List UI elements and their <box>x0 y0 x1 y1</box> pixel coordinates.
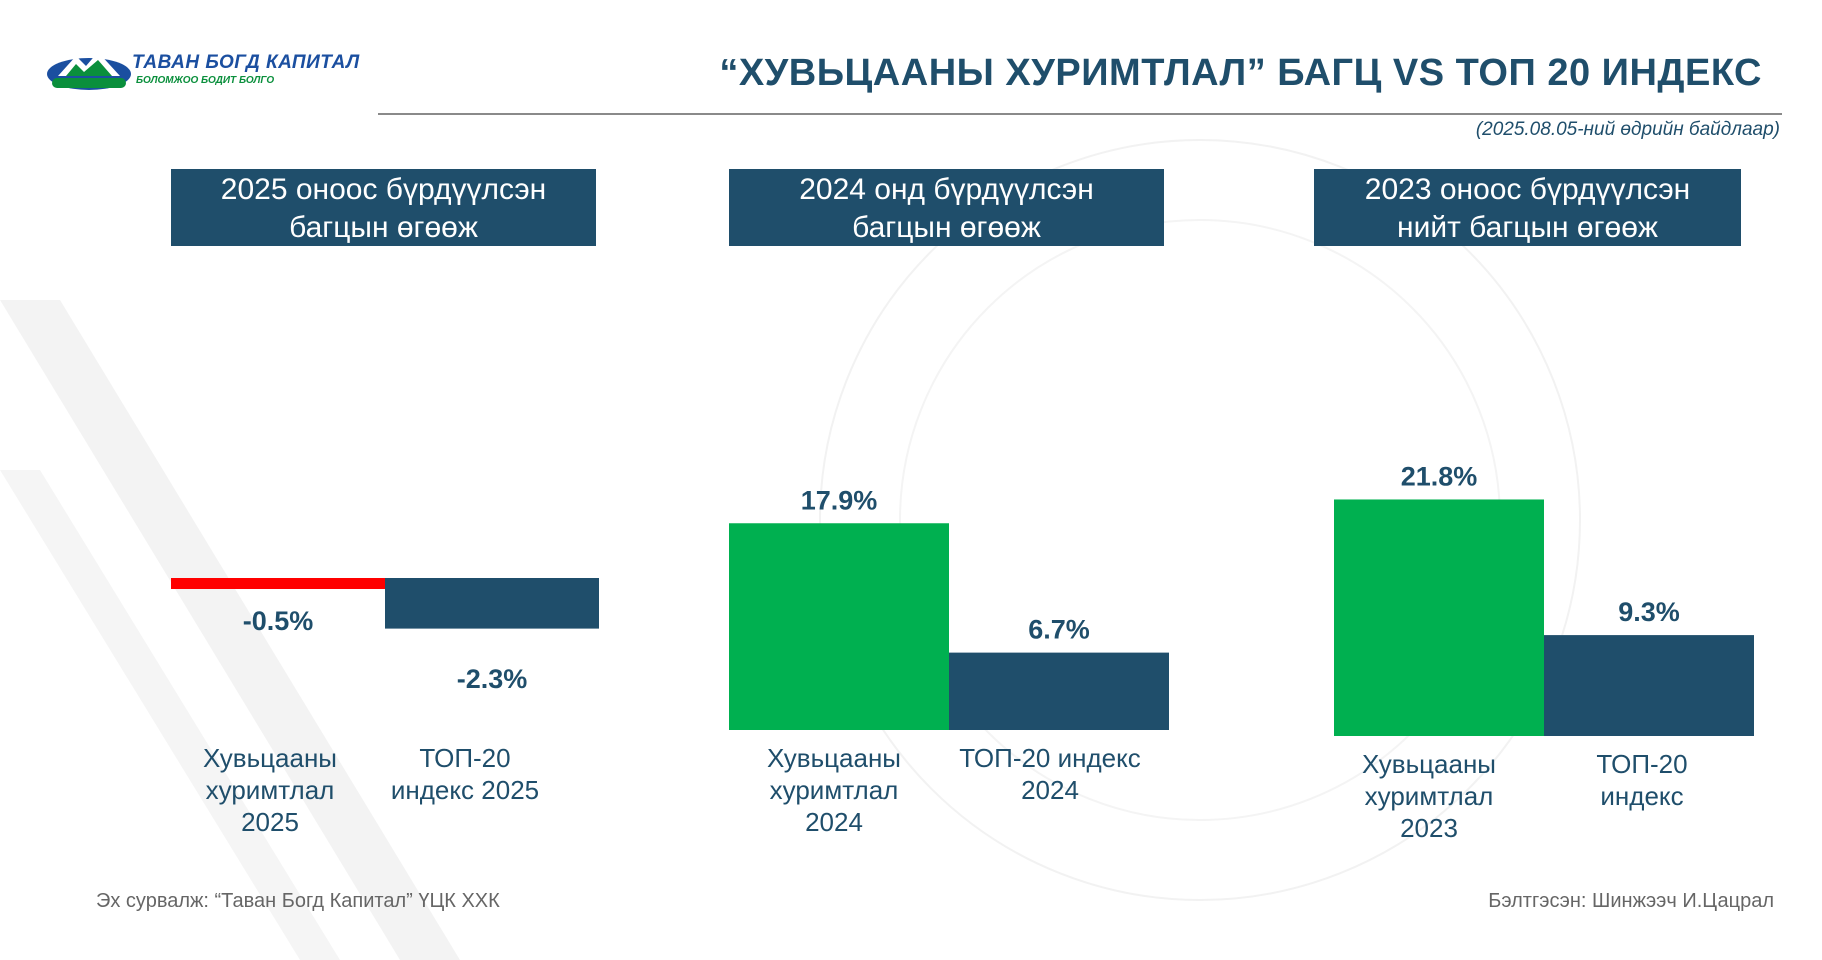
category-line: ТОП-20 <box>1596 749 1688 779</box>
logo-name: ТАВАН БОГД КАПИТАЛ <box>132 52 360 73</box>
category-label: Хувьцааны хуримтлал 2023 <box>1329 748 1529 844</box>
panel-title-line: багцын өгөөж <box>289 211 478 244</box>
category-line: индекс 2025 <box>390 775 540 805</box>
category-line: 2025 <box>241 807 299 837</box>
category-label: Хувьцааны хуримтлал 2024 <box>734 742 934 838</box>
category-label: ТОП-20 индекс <box>1542 748 1742 812</box>
category-line: ТОП-20 <box>419 743 511 773</box>
panel-title-line: 2024 онд бүрдүүлсэн <box>799 173 1094 206</box>
panel-title-line: багцын өгөөж <box>852 211 1041 244</box>
bar-2-1 <box>729 523 949 730</box>
mountain-logo-icon <box>47 52 131 90</box>
panel-title-line: 2023 оноос бүрдүүлсэн <box>1364 173 1691 206</box>
data-label-1-2: -2.3% <box>457 664 528 694</box>
data-label-3-2: 9.3% <box>1618 597 1680 627</box>
category-line: 2023 <box>1400 813 1458 843</box>
panel-title-2024: 2024 онд бүрдүүлсэн багцын өгөөж <box>729 169 1164 246</box>
bar-3-2 <box>1544 635 1754 736</box>
date-note: (2025.08.05-ний өдрийн байдлаар) <box>1475 119 1780 140</box>
category-label: Хувьцааны хуримтлал 2025 <box>170 742 370 838</box>
category-label: ТОП-20 индекс 2024 <box>930 742 1170 806</box>
category-line: Хувьцааны <box>767 743 901 773</box>
bar-1-2 <box>385 578 599 629</box>
panel-title-2023: 2023 оноос бүрдүүлсэн нийт багцын өгөөж <box>1314 169 1741 246</box>
category-line: 2024 <box>805 807 863 837</box>
title-divider <box>378 113 1782 115</box>
category-line: индекс <box>1600 781 1684 811</box>
panel-title-2025: 2025 оноос бүрдүүлсэн багцын өгөөж <box>171 169 596 246</box>
category-line: 2024 <box>1021 775 1079 805</box>
category-line: Хувьцааны <box>1362 749 1496 779</box>
data-label-3-1: 21.8% <box>1401 461 1478 491</box>
category-line: ТОП-20 индекс <box>959 743 1141 773</box>
page-title: “ХУВЬЦААНЫ ХУРИМТЛАЛ” БАГЦ VS ТОП 20 ИНД… <box>719 52 1762 94</box>
panel-title-line: 2025 оноос бүрдүүлсэн <box>220 173 547 206</box>
data-label-1-1: -0.5% <box>243 606 314 636</box>
bar-2-2 <box>949 652 1169 730</box>
category-line: хуримтлал <box>1364 781 1494 811</box>
company-logo: ТАВАН БОГД КАПИТАЛ БОЛОМЖОО БОДИТ БОЛГО <box>46 46 359 96</box>
data-label-2-2: 6.7% <box>1028 615 1090 645</box>
bar-1-1 <box>171 578 385 589</box>
category-line: хуримтлал <box>205 775 335 805</box>
prepared-by-note: Бэлтгэсэн: Шинжээч И.Цацрал <box>1488 890 1774 912</box>
source-note: Эх сурвалж: “Таван Богд Капитал” ҮЦК ХХК <box>96 890 500 912</box>
data-label-2-1: 17.9% <box>801 485 878 515</box>
panel-title-line: нийт багцын өгөөж <box>1397 211 1658 244</box>
bar-3-1 <box>1334 499 1544 736</box>
category-line: хуримтлал <box>769 775 899 805</box>
category-label: ТОП-20 индекс 2025 <box>365 742 565 806</box>
logo-slogan: БОЛОМЖОО БОДИТ БОЛГО <box>136 75 275 86</box>
category-line: Хувьцааны <box>203 743 337 773</box>
